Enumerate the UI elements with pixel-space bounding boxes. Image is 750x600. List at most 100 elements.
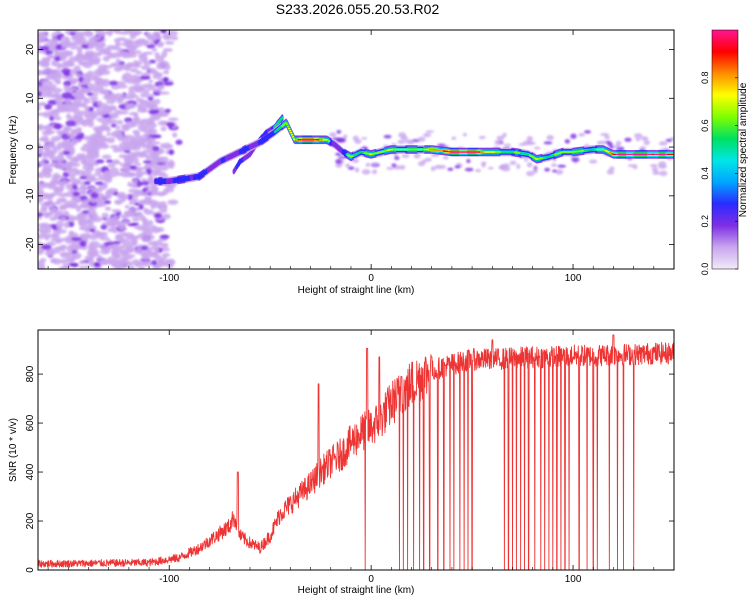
- noise-blob: [61, 197, 67, 203]
- noise-blob: [136, 180, 142, 188]
- noise-blob: [354, 167, 360, 173]
- noise-blob: [100, 111, 107, 115]
- noise-blob: [118, 260, 128, 267]
- noise-blob: [105, 217, 115, 224]
- noise-blob: [131, 259, 141, 266]
- noise-blob: [533, 146, 541, 150]
- noise-blob: [54, 80, 62, 85]
- noise-blob: [107, 244, 117, 249]
- noise-blob: [38, 102, 46, 107]
- noise-blob: [658, 141, 668, 146]
- noise-blob: [57, 163, 64, 170]
- noise-blob: [148, 79, 154, 84]
- noise-blob: [116, 245, 124, 252]
- noise-blob: [168, 149, 175, 156]
- noise-blob: [38, 137, 49, 142]
- noise-blob: [98, 90, 110, 95]
- noise-blob: [143, 89, 150, 95]
- noise-blob: [39, 160, 45, 167]
- noise-blob: [78, 265, 85, 269]
- noise-blob: [148, 68, 157, 74]
- noise-blob: [56, 135, 62, 141]
- noise-blob: [101, 247, 111, 251]
- noise-blob: [136, 151, 148, 158]
- noise-blob: [54, 30, 62, 35]
- noise-blob: [80, 86, 87, 94]
- noise-blob: [112, 240, 122, 245]
- noise-blob: [124, 172, 134, 177]
- noise-blob: [42, 60, 49, 66]
- noise-blob: [386, 166, 394, 170]
- noise-blob: [439, 164, 446, 170]
- noise-blob: [130, 222, 140, 226]
- noise-blob: [588, 159, 598, 164]
- noise-blob: [102, 258, 108, 263]
- noise-blob: [100, 224, 108, 230]
- spectrogram-y-tick-label: 10: [25, 92, 36, 104]
- noise-blob: [95, 159, 105, 164]
- noise-blob: [66, 168, 75, 174]
- noise-blob: [407, 140, 414, 145]
- noise-blob: [162, 33, 172, 39]
- noise-blob: [63, 221, 70, 229]
- noise-blob: [154, 248, 160, 254]
- noise-blob: [480, 161, 487, 166]
- noise-blob: [74, 136, 84, 140]
- noise-blob: [38, 213, 43, 217]
- noise-blob: [159, 110, 165, 118]
- noise-blob: [61, 68, 71, 74]
- noise-blob: [146, 119, 155, 126]
- noise-blob: [96, 233, 105, 239]
- noise-blob: [39, 85, 50, 89]
- noise-blob: [114, 30, 122, 35]
- noise-blob: [110, 63, 119, 68]
- noise-blob: [87, 86, 93, 93]
- noise-blob: [115, 129, 123, 133]
- noise-blob: [110, 94, 117, 101]
- noise-blob: [156, 61, 167, 69]
- noise-blob: [59, 204, 67, 209]
- ridge-cell: [327, 140, 331, 142]
- noise-blob: [160, 242, 169, 248]
- noise-blob: [61, 103, 72, 110]
- noise-blob: [61, 92, 73, 99]
- noise-blob: [75, 73, 82, 78]
- noise-blob: [543, 141, 553, 145]
- noise-blob: [53, 123, 63, 130]
- noise-blob: [45, 193, 55, 198]
- noise-blob: [86, 92, 93, 96]
- noise-blob: [131, 192, 140, 198]
- noise-blob: [52, 145, 62, 151]
- noise-blob: [138, 171, 148, 175]
- noise-blob: [78, 260, 87, 265]
- noise-blob: [70, 244, 80, 251]
- noise-blob: [98, 32, 106, 37]
- noise-blob: [38, 182, 49, 186]
- ridge-cell: [276, 121, 280, 124]
- noise-blob: [38, 112, 47, 116]
- noise-blob: [462, 132, 467, 137]
- noise-blob: [101, 127, 109, 131]
- noise-blob: [166, 121, 175, 128]
- noise-blob: [121, 166, 132, 172]
- snr-y-tick-label: 0: [25, 567, 36, 573]
- noise-blob: [44, 147, 50, 152]
- noise-blob: [163, 81, 174, 86]
- colorbar-tick-label: 0.2: [700, 215, 710, 228]
- noise-blob: [123, 157, 132, 164]
- noise-blob: [97, 254, 103, 260]
- noise-blob: [343, 134, 348, 139]
- noise-blob: [131, 238, 139, 245]
- spectrogram-noise: [38, 30, 674, 269]
- noise-blob: [59, 51, 68, 55]
- noise-blob: [94, 181, 104, 186]
- noise-blob: [397, 139, 406, 145]
- noise-blob: [148, 199, 158, 207]
- noise-blob: [150, 134, 162, 139]
- noise-blob: [69, 139, 78, 146]
- noise-blob: [138, 204, 144, 210]
- noise-blob: [142, 261, 153, 267]
- noise-blob: [144, 249, 151, 254]
- noise-blob: [113, 132, 123, 136]
